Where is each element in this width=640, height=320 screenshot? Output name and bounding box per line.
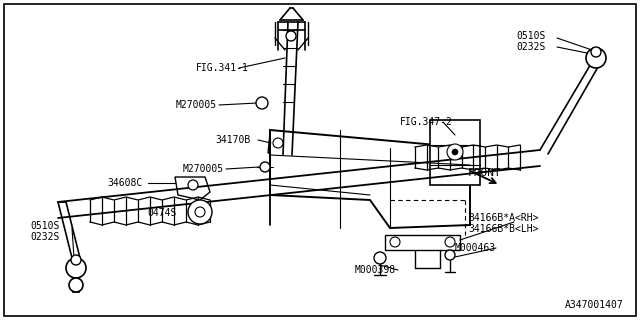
Text: 34608C: 34608C: [107, 178, 142, 188]
Polygon shape: [175, 177, 210, 200]
Text: 0474S: 0474S: [147, 208, 177, 218]
Text: M270005: M270005: [183, 164, 224, 174]
Circle shape: [195, 207, 205, 217]
Circle shape: [445, 237, 455, 247]
Circle shape: [591, 47, 601, 57]
Circle shape: [374, 252, 386, 264]
Circle shape: [586, 48, 606, 68]
Circle shape: [452, 149, 458, 155]
Text: 34166B*B<LH>: 34166B*B<LH>: [468, 224, 538, 234]
Text: M000463: M000463: [455, 243, 496, 253]
Circle shape: [390, 237, 400, 247]
Polygon shape: [270, 130, 470, 228]
Circle shape: [256, 97, 268, 109]
Text: 0510S: 0510S: [516, 31, 545, 41]
Polygon shape: [268, 133, 288, 153]
Text: A347001407: A347001407: [565, 300, 624, 310]
Text: 0510S: 0510S: [30, 221, 60, 231]
Circle shape: [273, 138, 283, 148]
Text: 34170B: 34170B: [215, 135, 250, 145]
Polygon shape: [430, 120, 480, 185]
Circle shape: [188, 200, 212, 224]
Circle shape: [188, 180, 198, 190]
Text: 34166B*A<RH>: 34166B*A<RH>: [468, 213, 538, 223]
Circle shape: [447, 144, 463, 160]
Text: M000398: M000398: [355, 265, 396, 275]
Text: M270005: M270005: [176, 100, 217, 110]
Polygon shape: [385, 235, 460, 250]
Circle shape: [71, 255, 81, 265]
Circle shape: [66, 258, 86, 278]
Circle shape: [260, 162, 270, 172]
Circle shape: [286, 31, 296, 41]
Text: FIG.347-2: FIG.347-2: [400, 117, 453, 127]
Circle shape: [69, 278, 83, 292]
Text: FIG.341-1: FIG.341-1: [196, 63, 249, 73]
Text: 0232S: 0232S: [516, 42, 545, 52]
Circle shape: [445, 250, 455, 260]
Text: FRONT: FRONT: [468, 168, 502, 178]
Text: 0232S: 0232S: [30, 232, 60, 242]
